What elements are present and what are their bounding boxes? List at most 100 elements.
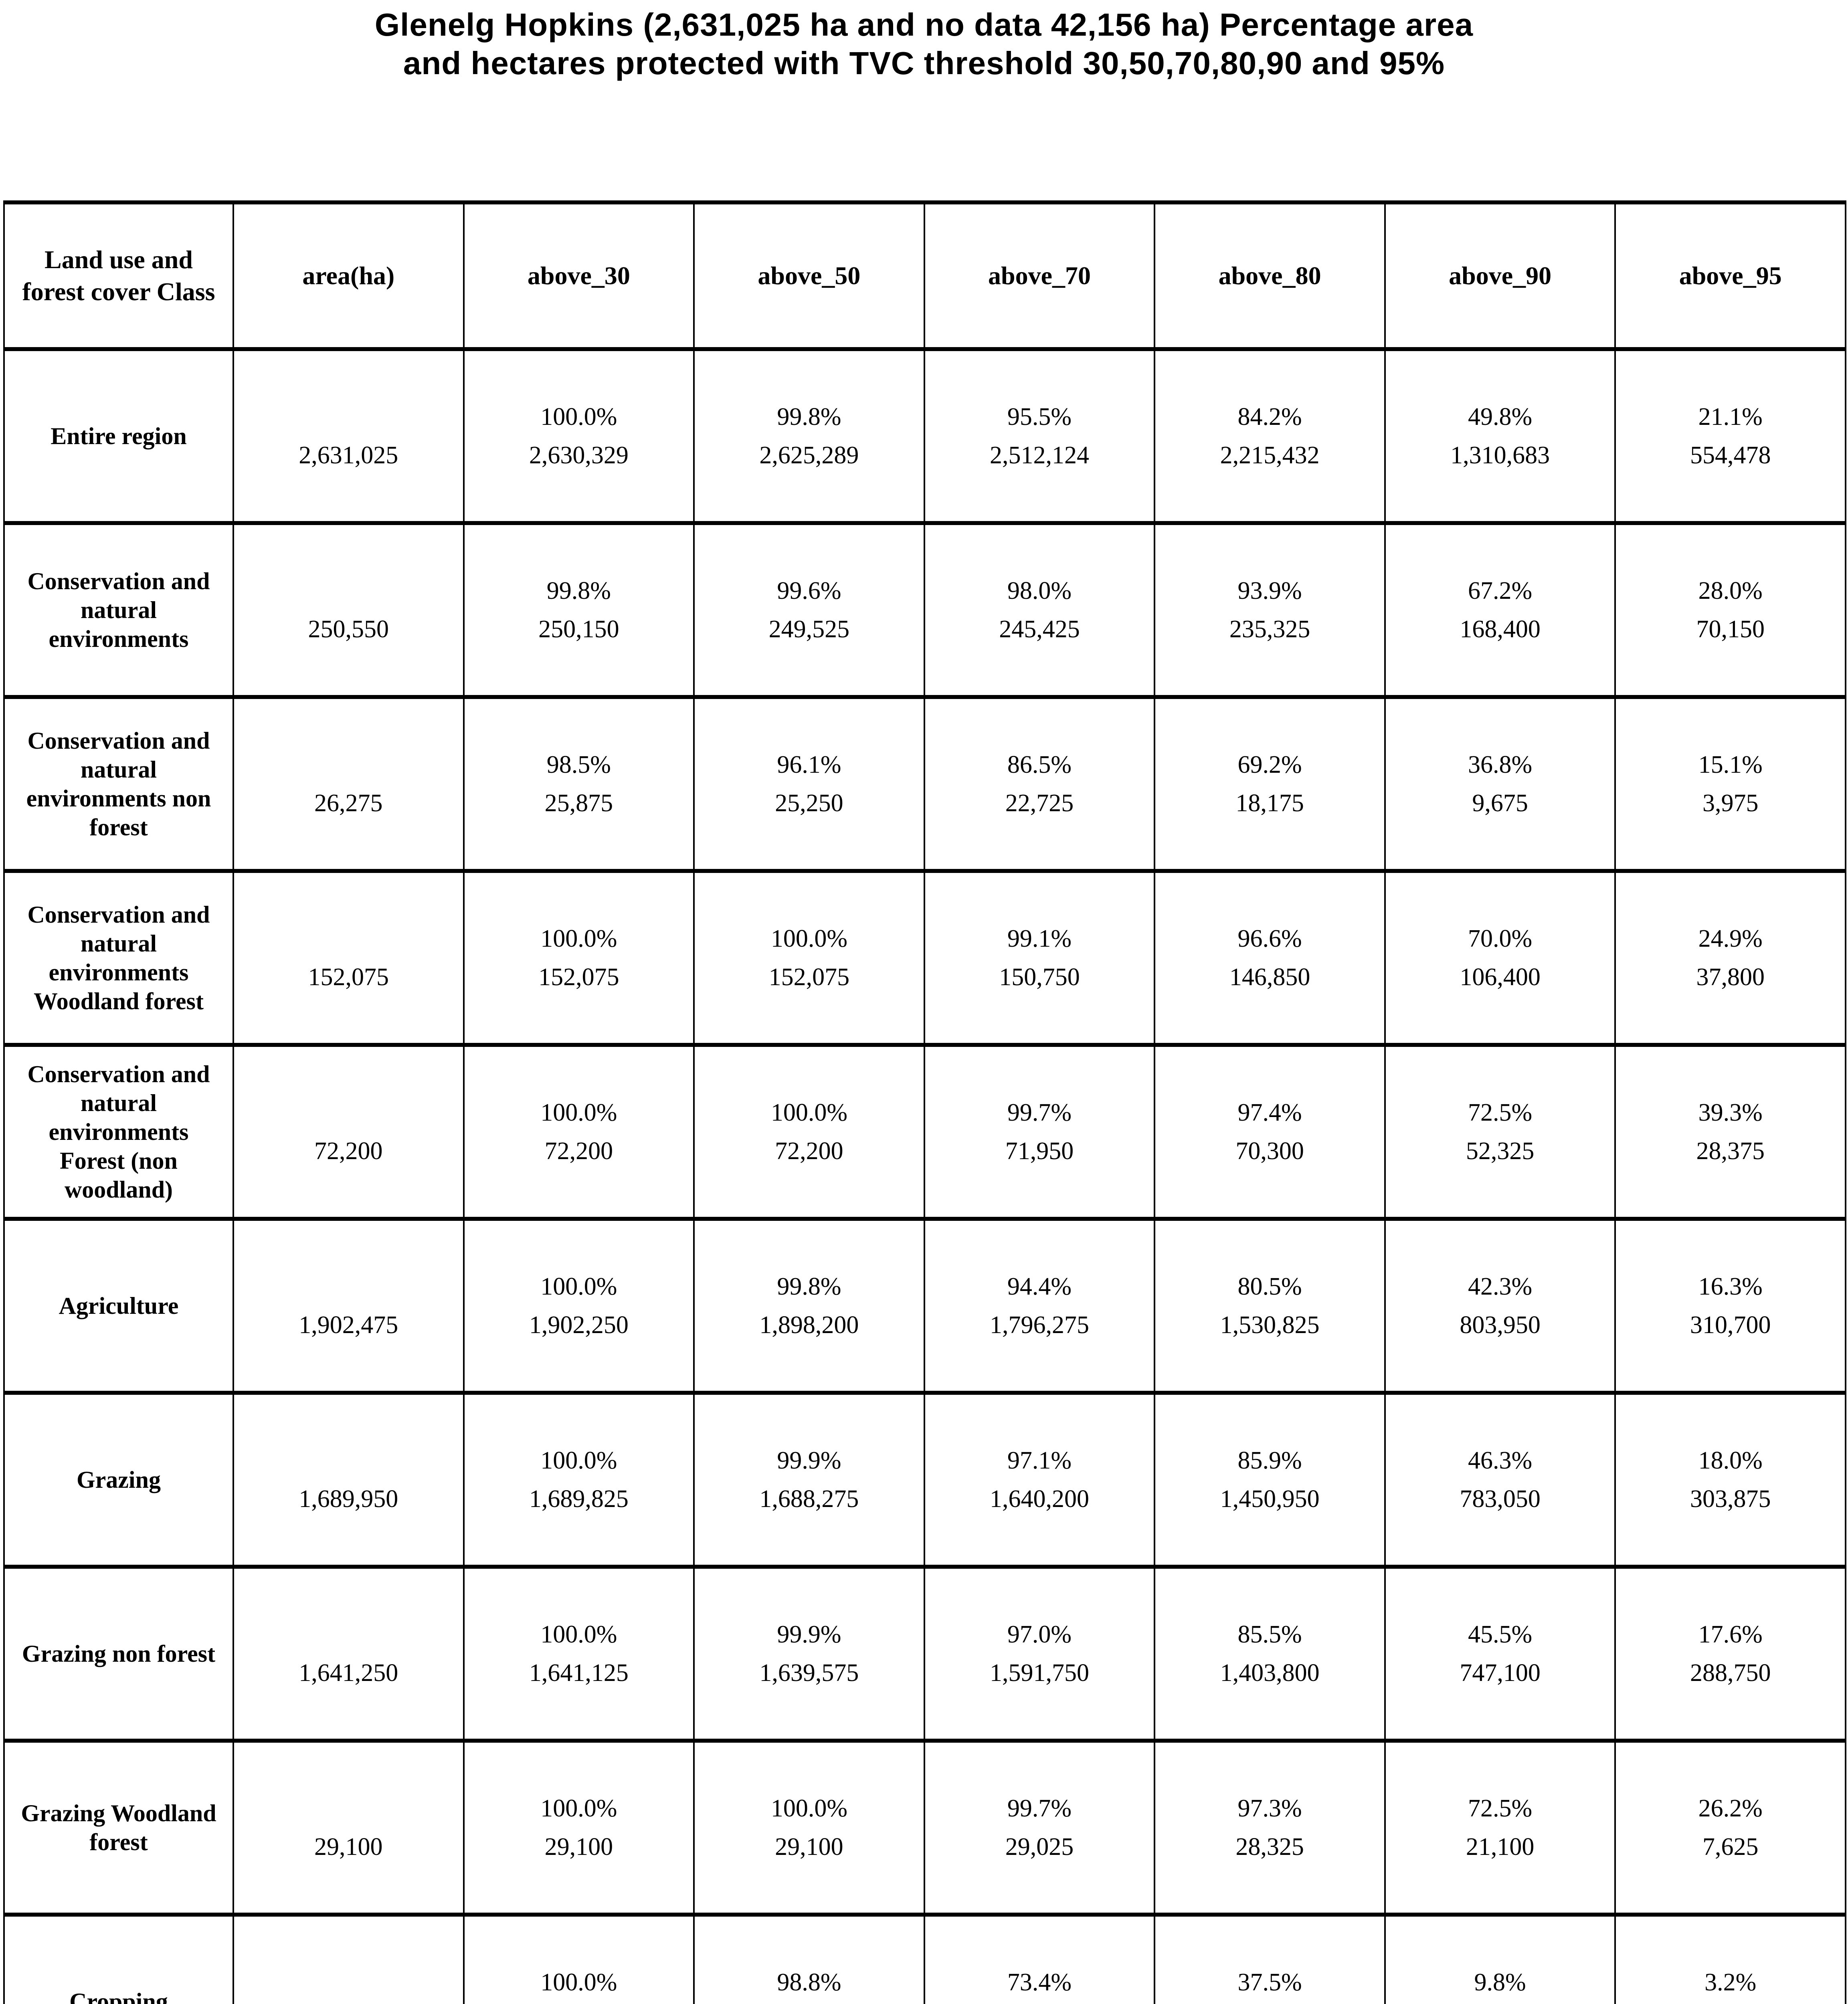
hectares-value: 2,625,289 <box>759 442 859 469</box>
percent-value: 46.3% <box>1468 1447 1533 1474</box>
above-95-cell: 16.3% 310,700 <box>1616 1221 1846 1395</box>
above-80-cell: 84.2% 2,215,432 <box>1155 351 1386 525</box>
hectares-value: 1,902,475 <box>299 1311 398 1339</box>
hectares-value: 9,675 <box>1472 790 1528 817</box>
percent-value: 49.8% <box>1468 403 1533 430</box>
percent-value: 100.0% <box>540 1621 617 1648</box>
area-cell: 152,075 <box>234 873 465 1047</box>
percent-value: 99.8% <box>777 1273 841 1300</box>
percent-value: 16.3% <box>1698 1273 1763 1300</box>
hectares-value: 72,200 <box>775 1137 843 1165</box>
above-70-cell: 95.5% 2,512,124 <box>925 351 1156 525</box>
percent-value: 85.9% <box>1237 1447 1302 1474</box>
hectares-value: 154,775 <box>999 2002 1080 2004</box>
above-90-cell: 72.5% 21,100 <box>1385 1743 1616 1917</box>
hectares-value: 29,100 <box>775 1833 843 1861</box>
percent-value: 94.4% <box>1007 1273 1072 1300</box>
percent-value: 97.3% <box>1237 1795 1302 1822</box>
percent-value: 69.2% <box>1237 751 1302 778</box>
hectares-value: 146,850 <box>1229 964 1310 991</box>
hectares-value: 245,425 <box>999 616 1080 643</box>
percent-value: 85.5% <box>1237 1621 1302 1648</box>
hectares-value: 210,775 <box>538 2002 619 2004</box>
percent-value: 98.0% <box>1007 577 1072 604</box>
hectares-value: 747,100 <box>1460 1659 1541 1687</box>
hectares-value: 25,875 <box>544 790 613 817</box>
above-70-cell: 73.4% 154,775 <box>925 1917 1156 2004</box>
percent-value: 72.5% <box>1468 1795 1533 1822</box>
column-header-above-70: above_70 <box>925 204 1156 351</box>
percent-value: 24.9% <box>1698 925 1763 952</box>
percent-value: 97.0% <box>1007 1621 1072 1648</box>
hectares-value: 29,025 <box>1005 1833 1074 1861</box>
hectares-value: 6,775 <box>1702 2002 1759 2004</box>
above-90-cell: 70.0% 106,400 <box>1385 873 1616 1047</box>
above-80-cell: 80.5% 1,530,825 <box>1155 1221 1386 1395</box>
hectares-value: 26,275 <box>314 790 383 817</box>
above-90-cell: 9.8% 20,650 <box>1386 1917 1616 2004</box>
hectares-value: 1,641,250 <box>299 1659 398 1687</box>
page-title: Glenelg Hopkins (2,631,025 ha and no dat… <box>0 6 1848 83</box>
hectares-value: 1,688,275 <box>759 1485 859 1513</box>
row-label: Conservation and natural environments no… <box>5 699 234 873</box>
above-70-cell: 99.7% 71,950 <box>925 1047 1156 1221</box>
percent-value: 96.1% <box>777 751 841 778</box>
row-label: Conservation and natural environments Fo… <box>5 1047 234 1221</box>
above-95-cell: 39.3% 28,375 <box>1616 1047 1846 1221</box>
column-header-above-50: above_50 <box>695 204 925 351</box>
hectares-value: 250,550 <box>308 616 389 643</box>
percent-value: 97.1% <box>1007 1447 1072 1474</box>
above-95-cell: 15.1% 3,975 <box>1616 699 1846 873</box>
hectares-value: 288,750 <box>1690 1659 1771 1687</box>
percent-value: 95.5% <box>1007 403 1072 430</box>
above-30-cell: 100.0% 2,630,329 <box>464 351 695 525</box>
hectares-value: 29,100 <box>314 1833 383 1861</box>
column-header-above-95: above_95 <box>1616 204 1846 351</box>
above-30-cell: 100.0% 1,641,125 <box>464 1569 695 1743</box>
above-50-cell: 99.6% 249,525 <box>695 525 925 699</box>
area-cell: 1,641,250 <box>234 1569 465 1743</box>
hectares-value: 1,530,825 <box>1220 1311 1320 1339</box>
hectares-value: 1,591,750 <box>989 1659 1089 1687</box>
hectares-value: 1,641,125 <box>529 1659 629 1687</box>
above-80-cell: 85.5% 1,403,800 <box>1155 1569 1386 1743</box>
above-70-cell: 99.1% 150,750 <box>925 873 1156 1047</box>
above-70-cell: 97.0% 1,591,750 <box>925 1569 1156 1743</box>
hectares-value: 1,902,250 <box>529 1311 629 1339</box>
above-50-cell: 99.8% 1,898,200 <box>695 1221 925 1395</box>
area-cell: 2,631,025 <box>234 351 465 525</box>
hectares-value: 208,275 <box>769 2002 850 2004</box>
hectares-value: 70,300 <box>1235 1137 1304 1165</box>
row-label: Agriculture <box>5 1221 234 1395</box>
column-header-above-90: above_90 <box>1385 204 1616 351</box>
percent-value: 99.7% <box>1007 1099 1072 1126</box>
percent-value: 100.0% <box>540 1099 617 1126</box>
percent-value: 15.1% <box>1698 751 1763 778</box>
hectares-value: 79,125 <box>1235 2002 1304 2004</box>
percent-value: 100.0% <box>770 925 847 952</box>
tvc-threshold-table: Land use and forest cover Class area(ha)… <box>3 200 1846 2004</box>
above-50-cell: 99.9% 1,639,575 <box>695 1569 925 1743</box>
hectares-value: 37,800 <box>1696 964 1765 991</box>
hectares-value: 1,450,950 <box>1220 1485 1320 1513</box>
above-50-cell: 100.0% 152,075 <box>695 873 925 1047</box>
percent-value: 17.6% <box>1698 1621 1763 1648</box>
above-95-cell: 21.1% 554,478 <box>1616 351 1846 525</box>
percent-value: 45.5% <box>1468 1621 1533 1648</box>
hectares-value: 18,175 <box>1235 790 1304 817</box>
above-30-cell: 100.0% 29,100 <box>464 1743 695 1917</box>
hectares-value: 150,750 <box>999 964 1080 991</box>
percent-value: 36.8% <box>1468 751 1533 778</box>
column-header-above-80: above_80 <box>1155 204 1386 351</box>
hectares-value: 168,400 <box>1460 616 1541 643</box>
percent-value: 9.8% <box>1474 1969 1526 1996</box>
row-label: Grazing non forest <box>5 1569 234 1743</box>
hectares-value: 803,950 <box>1460 1311 1541 1339</box>
hectares-value: 1,796,275 <box>989 1311 1089 1339</box>
above-30-cell: 100.0% 72,200 <box>464 1047 695 1221</box>
percent-value: 70.0% <box>1468 925 1533 952</box>
hectares-value: 52,325 <box>1466 1137 1535 1165</box>
above-90-cell: 67.2% 168,400 <box>1385 525 1616 699</box>
above-50-cell: 96.1% 25,250 <box>695 699 925 873</box>
above-80-cell: 85.9% 1,450,950 <box>1155 1395 1386 1569</box>
